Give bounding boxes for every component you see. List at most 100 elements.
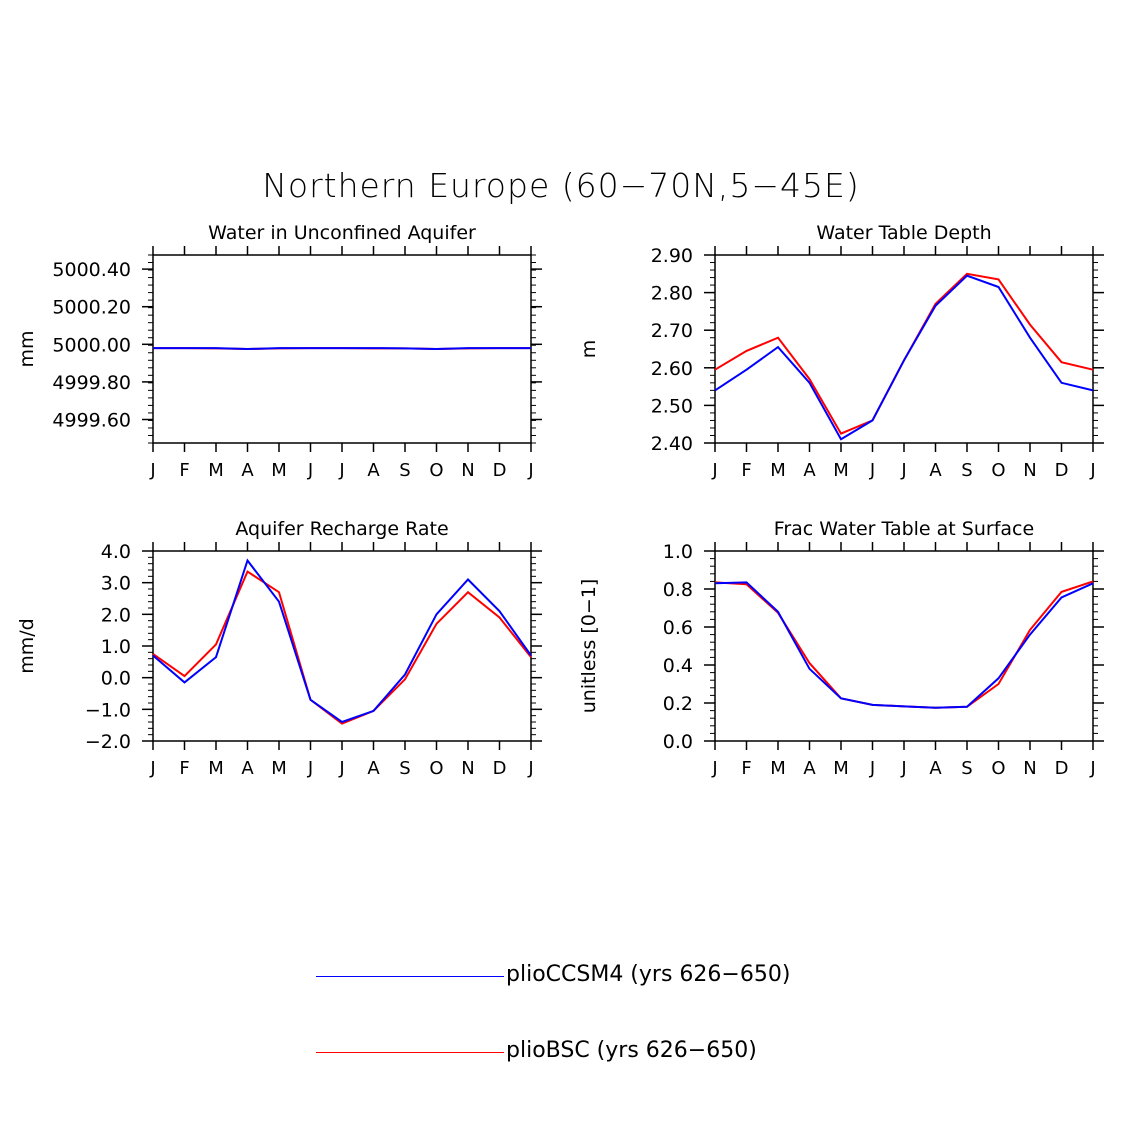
x-tick-label: S xyxy=(961,460,972,481)
legend-line-plioCCSM4 xyxy=(316,976,504,977)
x-tick-label: F xyxy=(179,460,189,481)
x-tick-label: J xyxy=(149,460,155,481)
series-line-plioCCSM4 xyxy=(714,581,1094,709)
y-tick-label: 0.0 xyxy=(663,731,693,753)
x-tick-label: N xyxy=(1023,758,1036,779)
x-tick-label: A xyxy=(803,758,816,779)
x-tick-label: J xyxy=(900,460,906,481)
series-line-plioCCSM4 xyxy=(714,274,1094,441)
x-tick-label: N xyxy=(461,758,474,779)
x-tick-label: J xyxy=(527,460,533,481)
x-tick-label: J xyxy=(307,460,313,481)
x-tick-label: O xyxy=(429,460,443,481)
y-axis-label: mm xyxy=(16,330,38,367)
x-tick-label: M xyxy=(271,460,287,481)
y-tick-label: 2.80 xyxy=(651,283,693,305)
plot-frame xyxy=(714,550,1094,742)
legend-label-plioCCSM4: plioCCSM4 (yrs 626−650) xyxy=(506,962,791,987)
panel-title: Water Table Depth xyxy=(816,222,991,244)
legend-label-plioBSC: plioBSC (yrs 626−650) xyxy=(506,1038,757,1063)
x-tick-label: J xyxy=(338,758,344,779)
y-tick-label: 5000.20 xyxy=(52,297,131,319)
x-tick-label: M xyxy=(833,758,849,779)
x-tick-label: O xyxy=(991,758,1005,779)
y-tick-label: 4.0 xyxy=(101,541,131,563)
series-line-plioCCSM4 xyxy=(153,347,531,351)
x-tick-label: J xyxy=(869,758,875,779)
x-tick-label: N xyxy=(461,460,474,481)
plot-frame xyxy=(714,254,1094,444)
x-tick-label: N xyxy=(1023,460,1036,481)
x-tick-label: M xyxy=(208,460,224,481)
x-tick-label: F xyxy=(741,758,751,779)
series-line-plioBSC xyxy=(714,272,1094,435)
y-tick-label: 2.50 xyxy=(651,395,693,417)
x-tick-label: J xyxy=(1089,758,1095,779)
x-tick-label: J xyxy=(1089,460,1095,481)
x-tick-label: J xyxy=(149,758,155,779)
x-tick-label: J xyxy=(900,758,906,779)
x-tick-label: M xyxy=(770,758,786,779)
y-tick-label: 2.0 xyxy=(101,604,131,626)
panel-title: Water in Unconfined Aquifer xyxy=(208,222,476,244)
y-axis-label: unitless [0−1] xyxy=(578,579,600,714)
x-tick-label: J xyxy=(711,460,717,481)
x-tick-label: D xyxy=(1055,758,1069,779)
y-tick-label: 0.4 xyxy=(663,655,693,677)
x-tick-label: O xyxy=(429,758,443,779)
x-tick-label: S xyxy=(399,460,410,481)
x-tick-label: A xyxy=(803,460,816,481)
x-tick-label: D xyxy=(493,758,507,779)
x-tick-label: J xyxy=(527,758,533,779)
x-tick-label: J xyxy=(307,758,313,779)
y-axis-label: m xyxy=(578,340,600,359)
y-tick-label: 3.0 xyxy=(101,573,131,595)
x-tick-label: D xyxy=(1055,460,1069,481)
x-tick-label: A xyxy=(241,460,254,481)
y-axis-label: mm/d xyxy=(16,618,38,673)
legend-line-plioBSC xyxy=(316,1052,504,1053)
y-tick-label: 4999.80 xyxy=(52,372,131,394)
x-tick-label: A xyxy=(929,460,942,481)
x-tick-label: F xyxy=(179,758,189,779)
y-tick-label: 0.2 xyxy=(663,693,693,715)
x-tick-label: M xyxy=(833,460,849,481)
y-tick-label: 0.6 xyxy=(663,617,693,639)
panel-title: Frac Water Table at Surface xyxy=(774,518,1034,540)
x-tick-label: J xyxy=(711,758,717,779)
y-tick-label: 2.40 xyxy=(651,433,693,455)
x-tick-label: M xyxy=(770,460,786,481)
y-tick-label: 0.8 xyxy=(663,579,693,601)
y-tick-label: −2.0 xyxy=(85,731,131,753)
y-tick-label: 1.0 xyxy=(101,636,131,658)
x-tick-label: A xyxy=(929,758,942,779)
series-line-plioBSC xyxy=(152,570,532,725)
y-tick-label: 0.0 xyxy=(101,668,131,690)
main-title: Northern Europe (60−70N,5−45E) xyxy=(262,166,860,205)
panel-title: Aquifer Recharge Rate xyxy=(235,518,448,540)
y-tick-label: 2.70 xyxy=(651,320,693,342)
x-tick-label: J xyxy=(338,460,344,481)
x-tick-label: S xyxy=(399,758,410,779)
series-line-plioBSC xyxy=(714,580,1094,709)
plot-frame xyxy=(152,550,532,742)
x-tick-label: M xyxy=(208,758,224,779)
series-line-plioCCSM4 xyxy=(152,558,532,724)
y-tick-label: −1.0 xyxy=(85,699,131,721)
x-tick-label: A xyxy=(241,758,254,779)
x-tick-label: M xyxy=(271,758,287,779)
y-tick-label: 1.0 xyxy=(663,541,693,563)
y-tick-label: 4999.60 xyxy=(52,410,131,432)
y-tick-label: 2.90 xyxy=(651,245,693,267)
x-tick-label: A xyxy=(367,460,380,481)
x-tick-label: O xyxy=(991,460,1005,481)
y-tick-label: 2.60 xyxy=(651,358,693,380)
x-tick-label: S xyxy=(961,758,972,779)
x-tick-label: A xyxy=(367,758,380,779)
